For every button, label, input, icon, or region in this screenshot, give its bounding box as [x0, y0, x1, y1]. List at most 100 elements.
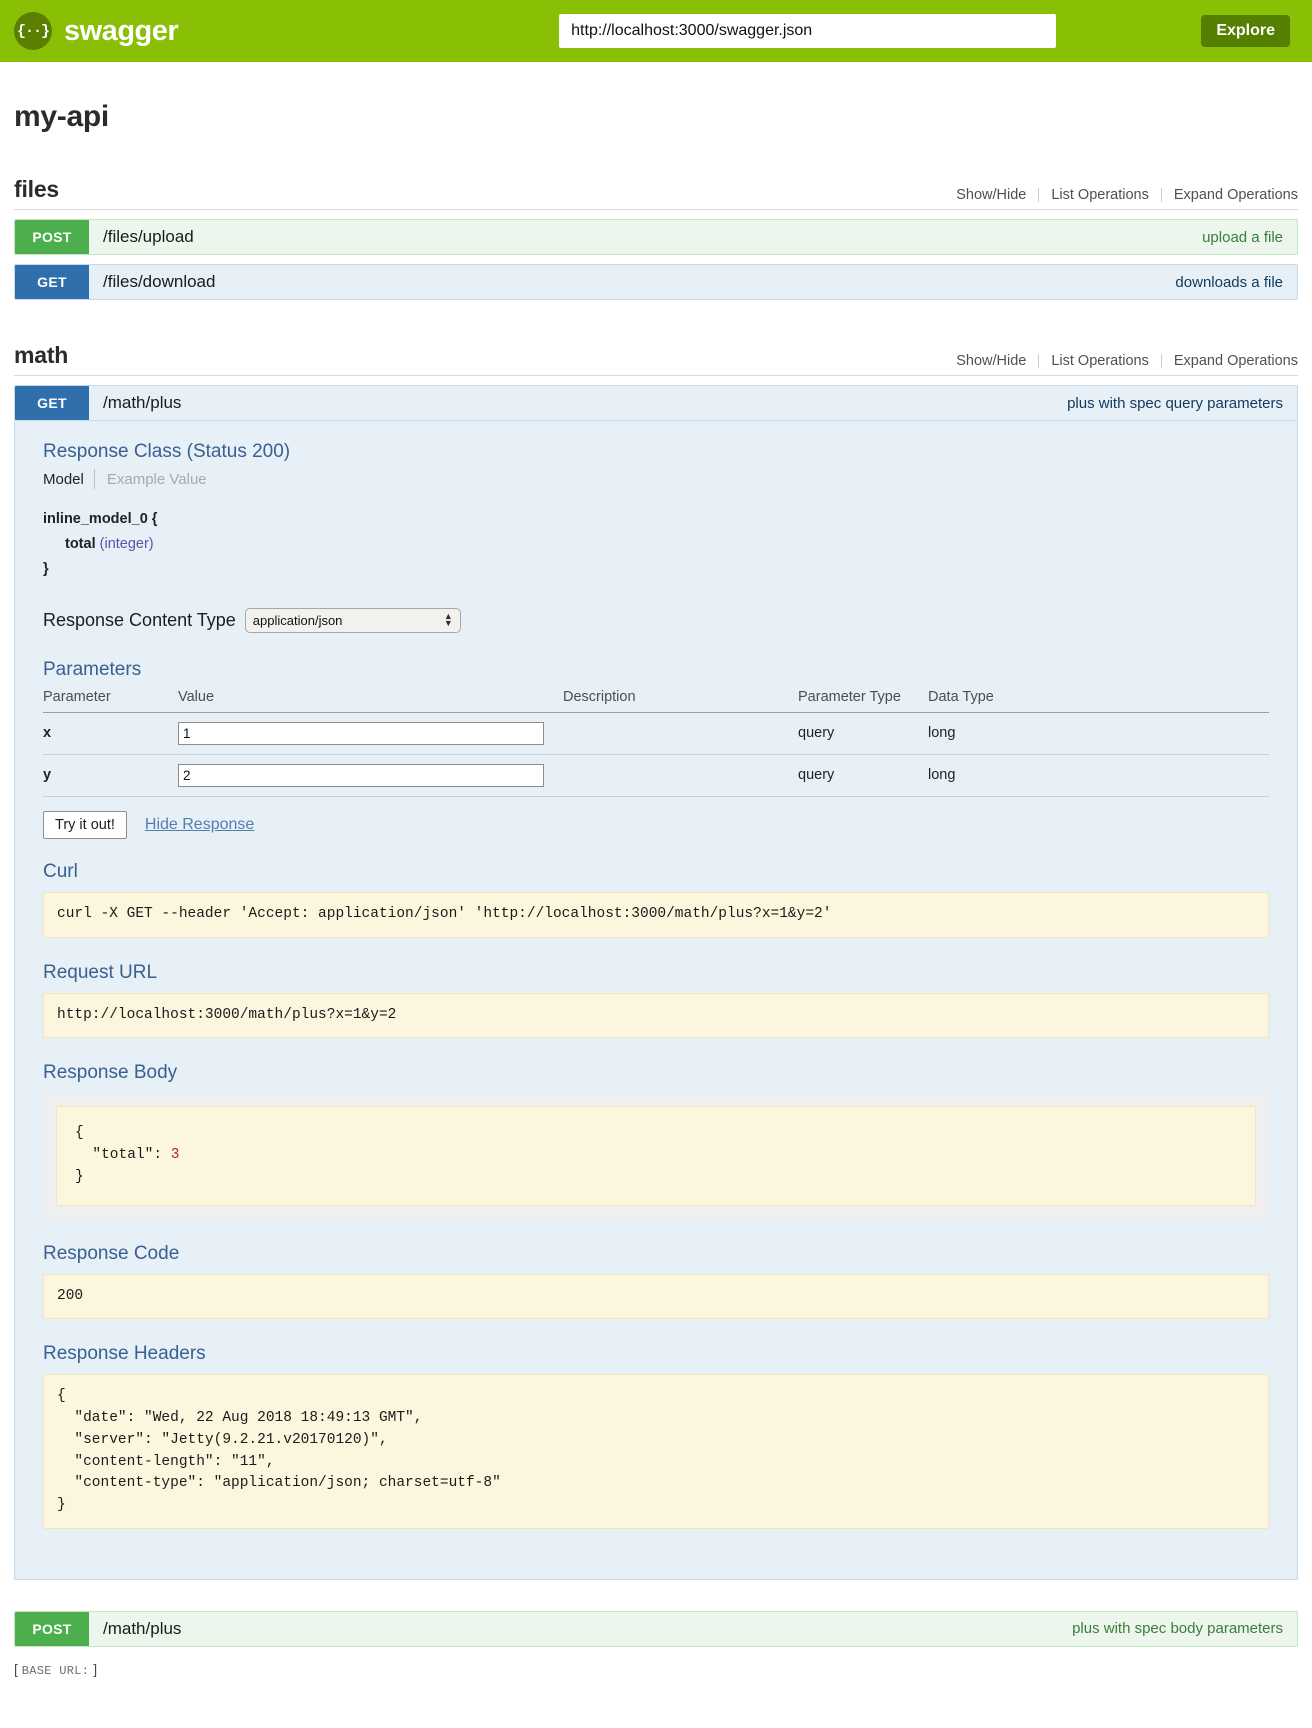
option-divider — [1160, 188, 1162, 202]
param-description-y — [563, 754, 798, 797]
list-operations-link[interactable]: List Operations — [1051, 353, 1149, 369]
swagger-logo[interactable]: {··} swagger — [14, 12, 434, 50]
param-name-y: y — [43, 754, 178, 797]
th-data-type: Data Type — [928, 688, 1269, 713]
tab-model[interactable]: Model — [43, 470, 84, 488]
table-row: x query long — [43, 712, 1269, 755]
response-body-open-brace: { — [75, 1125, 84, 1142]
operation-bar[interactable]: GET /math/plus plus with spec query para… — [14, 385, 1298, 421]
model-tabs: Model Example Value — [43, 469, 1269, 489]
model-signature: inline_model_0 { total (integer) } — [43, 507, 1269, 582]
curl-command: curl -X GET --header 'Accept: applicatio… — [43, 891, 1269, 938]
resource-options: Show/Hide List Operations Expand Operati… — [956, 187, 1298, 203]
base-url-label: BASE URL: — [21, 1663, 90, 1678]
operation-path: /files/download — [103, 272, 216, 291]
model-property-name: total — [65, 535, 96, 552]
param-type-x: query — [798, 712, 928, 755]
param-type-y: query — [798, 754, 928, 797]
param-name-x: x — [43, 712, 178, 755]
operation-bar[interactable]: POST /files/upload upload a file — [14, 219, 1298, 255]
http-method-badge: POST — [15, 220, 89, 254]
expand-operations-link[interactable]: Expand Operations — [1173, 187, 1298, 203]
response-content-type-label: Response Content Type — [43, 609, 236, 630]
response-body-close-brace: } — [75, 1168, 84, 1185]
table-row: y query long — [43, 754, 1269, 797]
swagger-wordmark: swagger — [64, 14, 179, 47]
bracket-close: ] — [93, 1660, 98, 1677]
http-method-badge: GET — [15, 265, 89, 299]
response-body-number: 3 — [170, 1147, 180, 1164]
th-description: Description — [563, 688, 798, 713]
tab-example-value[interactable]: Example Value — [106, 470, 207, 488]
response-content-type-row: Response Content Type application/json ▲… — [43, 607, 1269, 633]
response-content-type-select[interactable]: application/json — [244, 607, 461, 633]
curl-title: Curl — [43, 860, 78, 882]
model-property: total (integer) — [43, 532, 1269, 557]
footer-base-url: [ BASE URL: ] — [0, 1647, 1312, 1696]
operation-post-math-plus[interactable]: POST /math/plus plus with spec body para… — [14, 1610, 1298, 1647]
operation-path: /files/upload — [103, 227, 194, 246]
hide-response-link[interactable]: Hide Response — [144, 815, 255, 833]
parameters-header-row: Parameter Value Description Parameter Ty… — [43, 688, 1269, 713]
resource-files: files Show/Hide List Operations Expand O… — [14, 176, 1298, 300]
response-content-type-wrap[interactable]: application/json ▲ ▼ — [244, 607, 461, 633]
operation-summary[interactable]: plus with spec body parameters — [1072, 1620, 1283, 1638]
request-url-value: http://localhost:3000/math/plus?x=1&y=2 — [43, 992, 1269, 1039]
model-property-type: (integer) — [99, 535, 154, 552]
tab-divider — [93, 469, 95, 489]
resource-header: math Show/Hide List Operations Expand Op… — [14, 342, 1298, 376]
resource-options: Show/Hide List Operations Expand Operati… — [956, 353, 1298, 369]
operation-details: Response Class (Status 200) Model Exampl… — [14, 421, 1298, 1580]
param-input-y[interactable] — [178, 763, 544, 787]
param-description-x — [563, 712, 798, 755]
try-it-out-button[interactable]: Try it out! — [43, 810, 127, 839]
param-value-cell — [178, 712, 563, 755]
operation-post-files-upload[interactable]: POST /files/upload upload a file — [14, 219, 1298, 255]
operation-path: /math/plus — [103, 393, 182, 412]
resource-header: files Show/Hide List Operations Expand O… — [14, 176, 1298, 210]
swagger-brace-icon: {··} — [14, 12, 52, 50]
response-body-title: Response Body — [43, 1062, 178, 1084]
expand-operations-link[interactable]: Expand Operations — [1173, 353, 1298, 369]
resource-name[interactable]: files — [14, 176, 60, 202]
resource-math: math Show/Hide List Operations Expand Op… — [14, 342, 1298, 1647]
model-name: inline_model_0 { — [43, 511, 158, 527]
operation-get-files-download[interactable]: GET /files/download downloads a file — [14, 264, 1298, 300]
page-body: my-api files Show/Hide List Operations E… — [0, 100, 1312, 1647]
http-method-badge: GET — [15, 386, 89, 420]
parameters-title: Parameters — [43, 658, 142, 680]
response-headers-title: Response Headers — [43, 1343, 206, 1365]
explore-button[interactable]: Explore — [1201, 15, 1290, 47]
response-body-value: { "total": 3 } — [56, 1106, 1256, 1206]
spec-url-form — [434, 14, 1181, 48]
param-datatype-x: long — [928, 712, 1269, 755]
operation-summary[interactable]: upload a file — [1202, 228, 1283, 246]
operation-path: /math/plus — [103, 1618, 182, 1638]
response-code-title: Response Code — [43, 1242, 180, 1264]
param-datatype-y: long — [928, 754, 1269, 797]
response-code-value: 200 — [43, 1273, 1269, 1320]
option-divider — [1038, 354, 1040, 368]
topbar: {··} swagger Explore — [0, 0, 1312, 62]
resource-name[interactable]: math — [14, 342, 69, 368]
operation-bar[interactable]: POST /math/plus plus with spec body para… — [14, 1610, 1298, 1647]
spec-url-input[interactable] — [559, 14, 1057, 48]
operation-bar[interactable]: GET /files/download downloads a file — [14, 264, 1298, 300]
operation-get-math-plus: GET /math/plus plus with spec query para… — [14, 385, 1298, 1580]
bracket-open: [ — [14, 1660, 18, 1677]
operation-summary[interactable]: downloads a file — [1175, 273, 1283, 291]
show-hide-link[interactable]: Show/Hide — [956, 353, 1027, 369]
show-hide-link[interactable]: Show/Hide — [956, 187, 1027, 203]
param-input-x[interactable] — [178, 721, 544, 745]
response-class-title: Response Class (Status 200) — [43, 441, 291, 462]
parameters-thead: Parameter Value Description Parameter Ty… — [43, 688, 1269, 713]
list-operations-link[interactable]: List Operations — [1051, 187, 1149, 203]
th-parameter: Parameter — [43, 688, 178, 713]
page-title: my-api — [14, 100, 109, 133]
parameters-tbody: x query long y — [43, 712, 1269, 797]
parameters-table: Parameter Value Description Parameter Ty… — [43, 688, 1269, 797]
param-value-cell — [178, 754, 563, 797]
response-body-key: "total": — [75, 1147, 171, 1164]
spacer — [14, 1580, 1298, 1602]
operation-summary[interactable]: plus with spec query parameters — [1067, 394, 1283, 412]
